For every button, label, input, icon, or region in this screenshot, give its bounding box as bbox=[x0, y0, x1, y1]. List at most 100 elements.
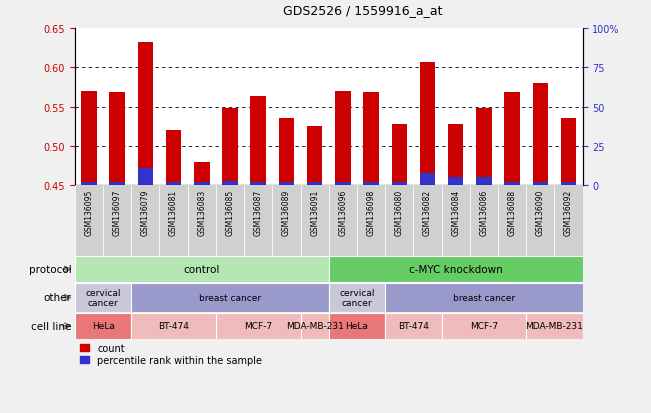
Bar bbox=[109, 93, 125, 186]
Text: GSM136083: GSM136083 bbox=[197, 189, 206, 235]
Text: MDA-MB-231: MDA-MB-231 bbox=[525, 322, 583, 330]
Text: MCF-7: MCF-7 bbox=[244, 322, 272, 330]
Bar bbox=[132, 313, 216, 339]
Bar bbox=[81, 183, 97, 186]
Bar bbox=[81, 92, 97, 186]
Bar bbox=[385, 186, 413, 256]
Bar bbox=[279, 183, 294, 186]
Bar bbox=[75, 313, 132, 339]
Bar bbox=[109, 183, 125, 186]
Bar bbox=[75, 186, 103, 256]
Bar bbox=[75, 256, 329, 282]
Bar bbox=[132, 186, 159, 256]
Bar bbox=[498, 186, 526, 256]
Text: GSM136085: GSM136085 bbox=[225, 189, 234, 235]
Bar bbox=[166, 183, 182, 186]
Text: control: control bbox=[184, 264, 220, 275]
Bar bbox=[272, 186, 301, 256]
Text: cervical
cancer: cervical cancer bbox=[85, 288, 121, 307]
Text: GSM136089: GSM136089 bbox=[282, 189, 291, 235]
Bar bbox=[301, 313, 329, 339]
Bar bbox=[526, 186, 555, 256]
Text: other: other bbox=[44, 293, 72, 303]
Bar bbox=[251, 183, 266, 186]
Bar bbox=[561, 183, 576, 186]
Bar bbox=[441, 313, 526, 339]
Bar bbox=[137, 169, 153, 186]
Bar bbox=[533, 183, 548, 186]
Text: GSM136086: GSM136086 bbox=[479, 189, 488, 235]
Text: GSM136091: GSM136091 bbox=[310, 189, 319, 235]
Text: GSM136092: GSM136092 bbox=[564, 189, 573, 235]
Bar bbox=[222, 181, 238, 186]
Text: protocol: protocol bbox=[29, 264, 72, 275]
Bar bbox=[505, 183, 520, 186]
Bar bbox=[526, 313, 583, 339]
Bar bbox=[476, 109, 492, 186]
Bar bbox=[533, 84, 548, 186]
Text: GSM136082: GSM136082 bbox=[423, 189, 432, 235]
Bar bbox=[137, 43, 153, 186]
Bar bbox=[329, 256, 583, 282]
Bar bbox=[357, 186, 385, 256]
Bar bbox=[251, 97, 266, 186]
Text: breast cancer: breast cancer bbox=[199, 293, 261, 302]
Bar bbox=[159, 186, 187, 256]
Bar bbox=[385, 283, 583, 312]
Bar bbox=[222, 109, 238, 186]
Bar bbox=[216, 186, 244, 256]
Legend: count, percentile rank within the sample: count, percentile rank within the sample bbox=[79, 343, 262, 365]
Bar bbox=[391, 125, 407, 186]
Text: MDA-MB-231: MDA-MB-231 bbox=[286, 322, 344, 330]
Bar bbox=[505, 93, 520, 186]
Text: cervical
cancer: cervical cancer bbox=[339, 288, 375, 307]
Bar bbox=[335, 183, 351, 186]
Text: GSM136095: GSM136095 bbox=[85, 189, 94, 236]
Text: BT-474: BT-474 bbox=[398, 322, 429, 330]
Bar bbox=[329, 186, 357, 256]
Bar bbox=[301, 186, 329, 256]
Bar bbox=[470, 186, 498, 256]
Bar bbox=[561, 119, 576, 186]
Bar bbox=[363, 93, 379, 186]
Bar bbox=[244, 186, 272, 256]
Text: GSM136098: GSM136098 bbox=[367, 189, 376, 235]
Text: HeLa: HeLa bbox=[92, 322, 115, 330]
Bar bbox=[329, 313, 385, 339]
Bar bbox=[448, 178, 464, 186]
Bar bbox=[307, 183, 322, 186]
Bar bbox=[363, 183, 379, 186]
Text: c-MYC knockdown: c-MYC knockdown bbox=[409, 264, 503, 275]
Bar bbox=[307, 127, 322, 186]
Text: GDS2526 / 1559916_a_at: GDS2526 / 1559916_a_at bbox=[283, 4, 443, 17]
Text: breast cancer: breast cancer bbox=[453, 293, 515, 302]
Text: GSM136081: GSM136081 bbox=[169, 189, 178, 235]
Bar bbox=[391, 183, 407, 186]
Bar bbox=[448, 125, 464, 186]
Bar bbox=[216, 313, 301, 339]
Bar bbox=[194, 162, 210, 186]
Bar bbox=[555, 186, 583, 256]
Bar bbox=[194, 183, 210, 186]
Text: GSM136087: GSM136087 bbox=[254, 189, 263, 235]
Bar bbox=[420, 63, 436, 186]
Bar bbox=[441, 186, 470, 256]
Text: HeLa: HeLa bbox=[346, 322, 368, 330]
Bar bbox=[420, 173, 436, 186]
Text: GSM136088: GSM136088 bbox=[508, 189, 517, 235]
Bar bbox=[335, 92, 351, 186]
Text: GSM136079: GSM136079 bbox=[141, 189, 150, 236]
Bar bbox=[279, 119, 294, 186]
Bar bbox=[476, 178, 492, 186]
Text: MCF-7: MCF-7 bbox=[470, 322, 498, 330]
Bar bbox=[187, 186, 216, 256]
Bar bbox=[385, 313, 441, 339]
Text: GSM136084: GSM136084 bbox=[451, 189, 460, 235]
Bar bbox=[75, 283, 132, 312]
Text: GSM136097: GSM136097 bbox=[113, 189, 122, 236]
Bar bbox=[132, 283, 329, 312]
Text: GSM136096: GSM136096 bbox=[339, 189, 348, 236]
Bar bbox=[103, 186, 132, 256]
Text: BT-474: BT-474 bbox=[158, 322, 189, 330]
Bar bbox=[329, 283, 385, 312]
